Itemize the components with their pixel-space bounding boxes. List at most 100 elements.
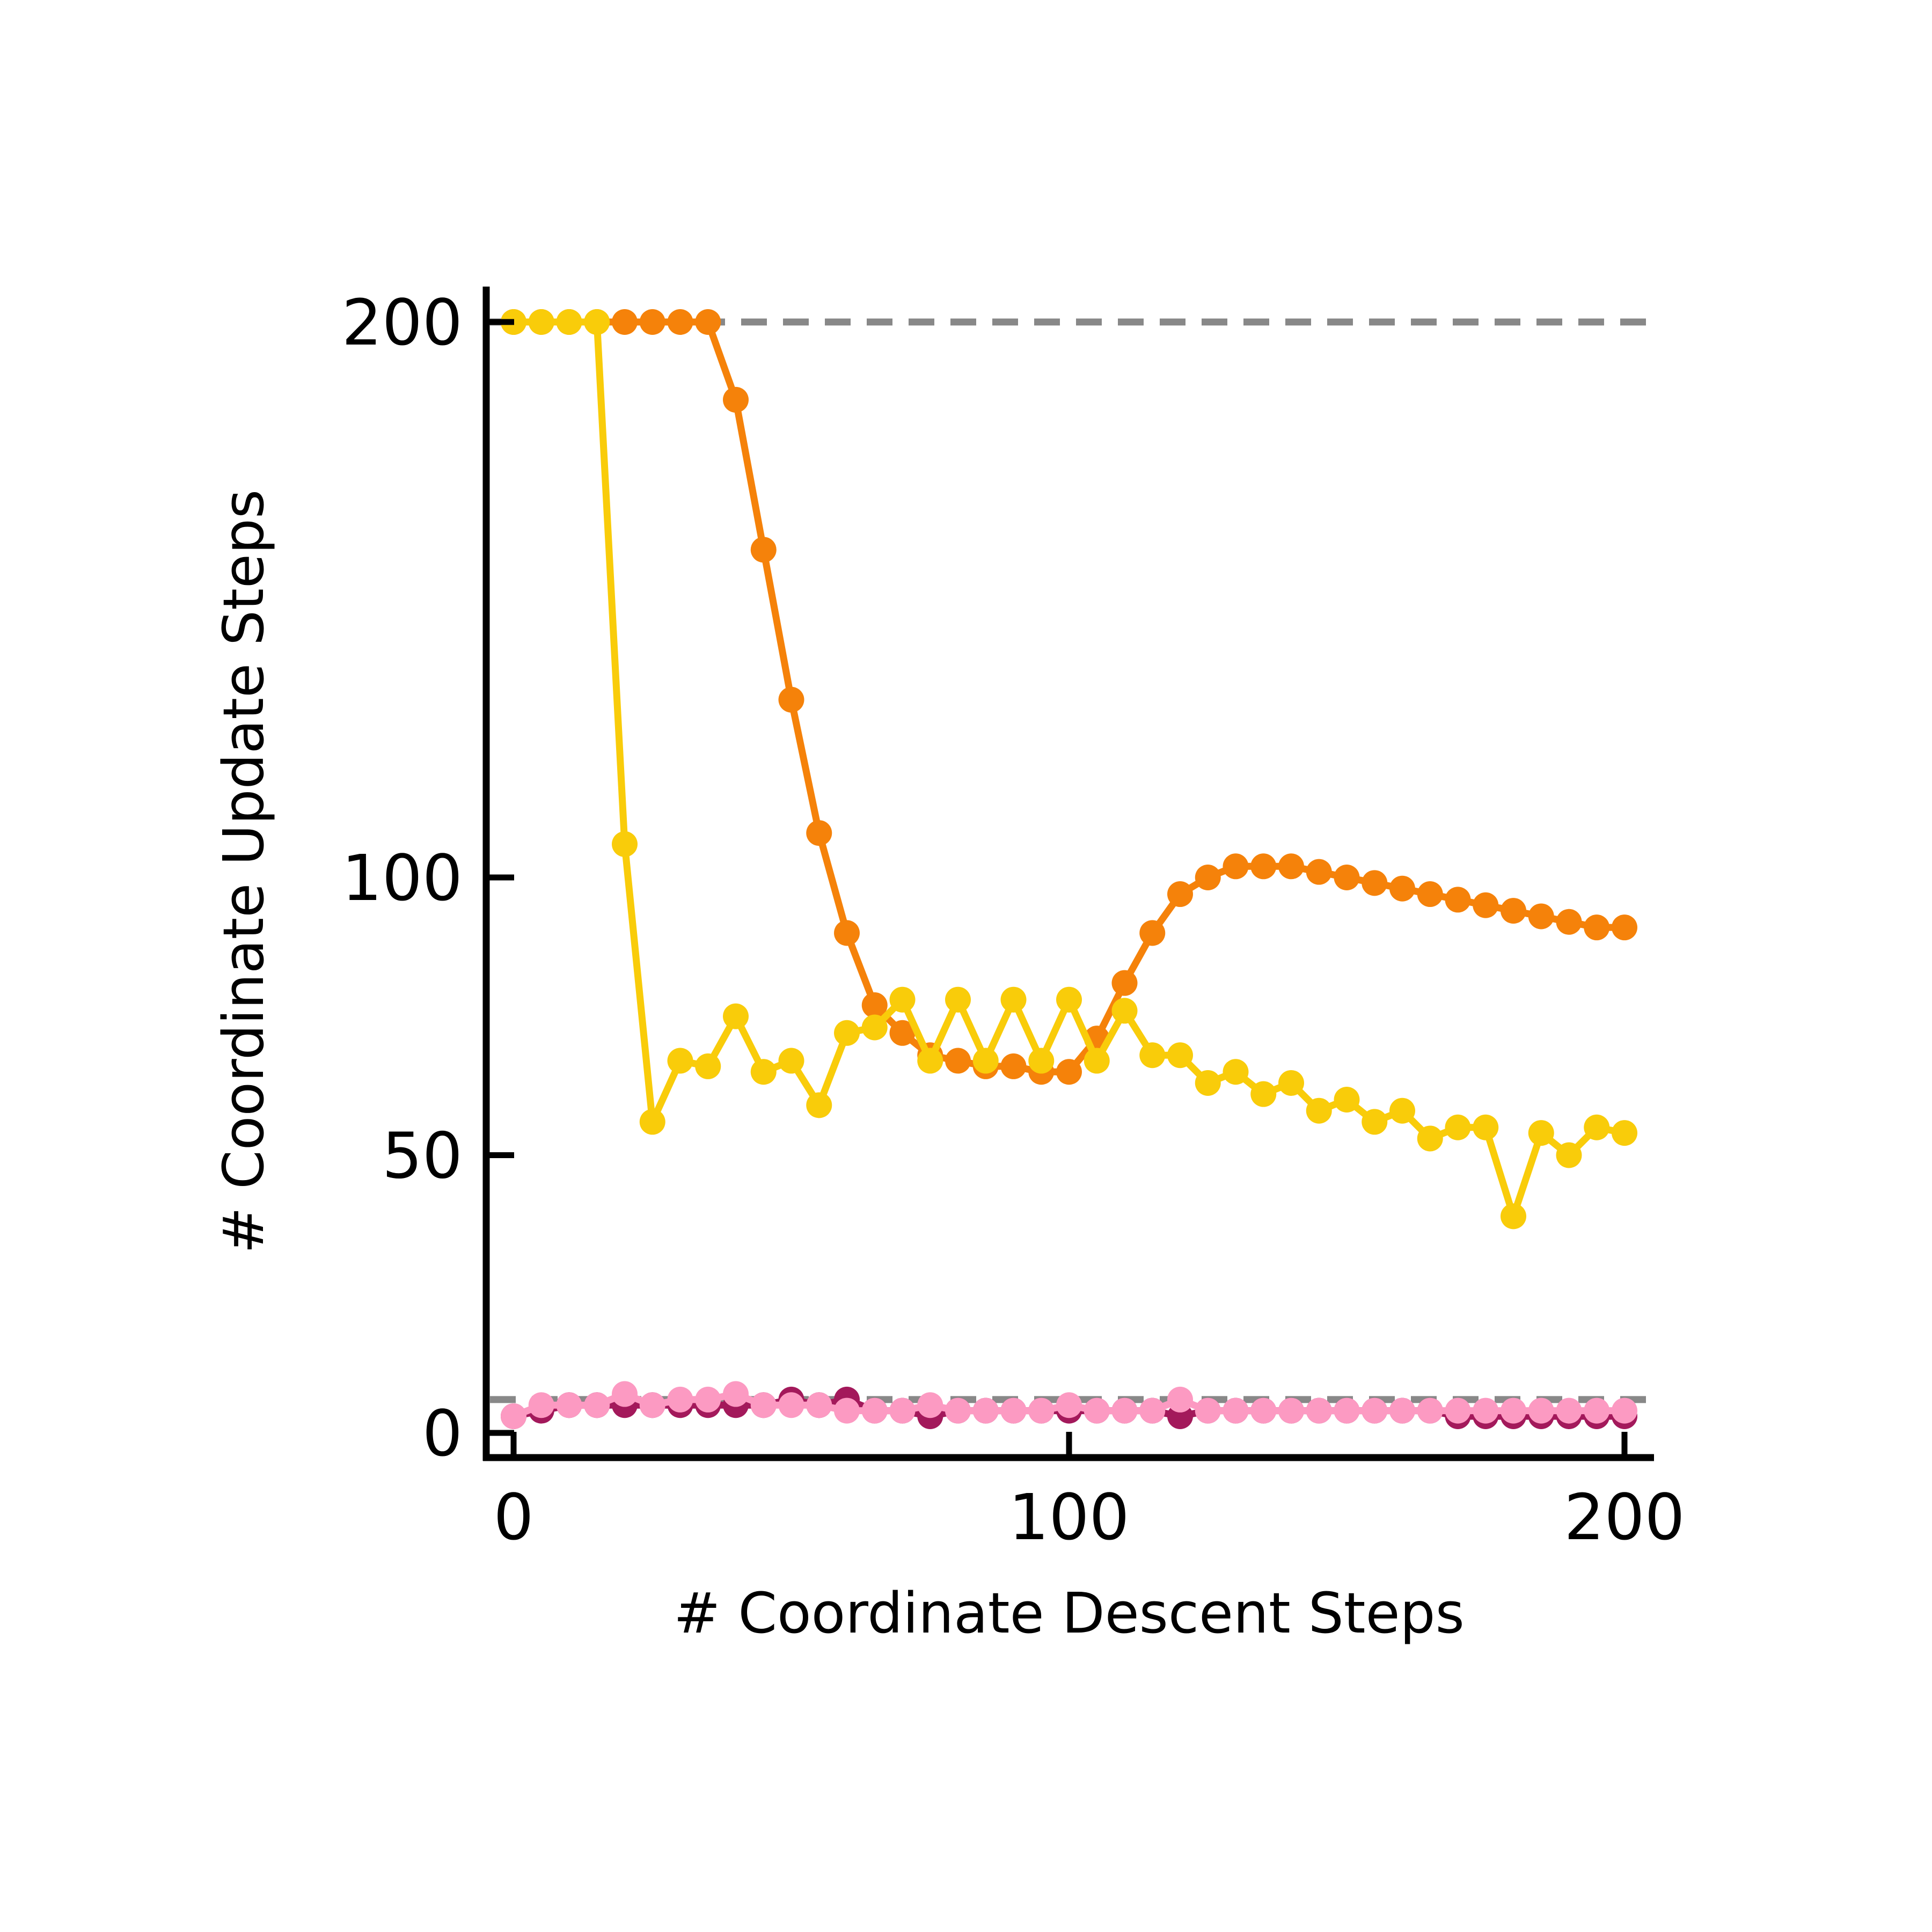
series-4-point	[778, 1392, 804, 1418]
y-tick-label: 0	[422, 1396, 463, 1470]
series-1-point	[1000, 1053, 1027, 1079]
series-4-point	[1445, 1397, 1471, 1424]
series-4-point	[1028, 1397, 1055, 1424]
series-4-point	[639, 1392, 665, 1418]
series-2-point	[584, 309, 610, 335]
series-2-point	[695, 1053, 721, 1079]
series-2-point	[917, 1048, 943, 1074]
series-1-point	[1417, 881, 1443, 908]
series-1-point	[1612, 914, 1637, 941]
series-2-point	[612, 831, 638, 857]
series-4-point	[723, 1381, 749, 1407]
series-layer	[501, 309, 1637, 1429]
series-2-point	[1306, 1097, 1332, 1124]
series-4-point	[1501, 1397, 1526, 1424]
series-2-point	[806, 1092, 832, 1118]
series-4-point	[556, 1392, 582, 1418]
series-4-point	[1223, 1397, 1249, 1424]
series-1-point	[1389, 875, 1415, 902]
series-1-point	[1501, 898, 1526, 924]
series-4-point	[1584, 1397, 1610, 1424]
series-4-point	[584, 1392, 610, 1418]
series-4-point	[1167, 1386, 1193, 1413]
series-2-point	[1056, 986, 1082, 1013]
series-2-point	[1389, 1097, 1415, 1124]
series-2	[501, 309, 1637, 1230]
series-1-point	[1278, 853, 1304, 880]
series-4-point	[1195, 1397, 1221, 1424]
series-1-line	[514, 318, 1624, 1075]
ticks: 0 100 200 0 50 100 200	[342, 286, 1685, 1554]
series-2-point	[1612, 1120, 1637, 1146]
y-axis-title: # Coordinate Update Steps	[211, 489, 276, 1254]
series-1-point	[1250, 853, 1277, 880]
x-tick-label: 200	[1564, 1480, 1685, 1554]
series-1-point	[723, 386, 749, 413]
series-4-point	[1056, 1392, 1082, 1418]
series-4-point	[1528, 1397, 1554, 1424]
series-1-point	[1223, 853, 1249, 880]
series-2-point	[1139, 1042, 1166, 1069]
series-1-point	[1362, 870, 1388, 896]
series-2-point	[1278, 1070, 1304, 1096]
y-tick-label: 200	[342, 286, 463, 360]
series-4-point	[667, 1386, 693, 1413]
axes	[482, 287, 1654, 1461]
series-4-point	[1556, 1397, 1582, 1424]
series-4-point	[889, 1397, 916, 1424]
series-4-point	[917, 1392, 943, 1418]
series-2-point	[1195, 1070, 1221, 1096]
series-4-point	[1473, 1397, 1499, 1424]
series-2-point	[1111, 998, 1138, 1024]
series-4-point	[1250, 1397, 1277, 1424]
series-2-point	[1167, 1042, 1193, 1069]
series-4-point	[1389, 1397, 1415, 1424]
series-2-point	[1417, 1125, 1443, 1152]
y-tick-label: 50	[382, 1119, 463, 1193]
series-2-point	[528, 309, 554, 335]
series-2-point	[723, 1003, 749, 1029]
series-2-point	[1028, 1048, 1055, 1074]
series-1-point	[1584, 914, 1610, 941]
series-4-point	[1362, 1397, 1388, 1424]
x-tick-label: 100	[1008, 1480, 1129, 1554]
series-2-point	[1084, 1048, 1110, 1074]
series-4-point	[1306, 1397, 1332, 1424]
series-1-point	[1445, 887, 1471, 913]
series-2-point	[1528, 1120, 1554, 1146]
series-1-point	[1195, 865, 1221, 890]
series-2-point	[1473, 1114, 1499, 1140]
series-2-point	[1501, 1203, 1526, 1230]
series-4-point	[612, 1381, 638, 1407]
series-2-point	[1000, 986, 1027, 1013]
series-1-point	[1167, 881, 1193, 908]
series-2-point	[667, 1048, 693, 1074]
series-1-point	[945, 1048, 971, 1074]
series-4-point	[1334, 1397, 1360, 1424]
x-tick-label: 0	[493, 1480, 533, 1554]
series-4-point	[501, 1403, 526, 1429]
series-1-point	[1473, 892, 1499, 918]
series-1-point	[612, 309, 638, 335]
series-1-point	[667, 309, 693, 335]
series-4-point	[972, 1397, 999, 1424]
series-2-point	[1362, 1109, 1388, 1135]
series-1-point	[1306, 859, 1332, 885]
series-1-point	[750, 537, 777, 563]
series-1-point	[889, 1020, 916, 1046]
series-2-point	[556, 309, 582, 335]
series-4-point	[861, 1397, 888, 1424]
series-1-point	[861, 992, 888, 1019]
series-2-point	[889, 986, 916, 1013]
y-tick-label: 100	[342, 841, 463, 915]
series-2-point	[750, 1059, 777, 1085]
series-4-point	[834, 1397, 860, 1424]
series-1-point	[1111, 970, 1138, 996]
series-2-point	[834, 1020, 860, 1046]
series-1-point	[778, 686, 804, 713]
series-4-point	[1084, 1397, 1110, 1424]
series-4-point	[750, 1392, 777, 1418]
series-1-point	[1056, 1059, 1082, 1085]
series-4-point	[1111, 1397, 1138, 1424]
